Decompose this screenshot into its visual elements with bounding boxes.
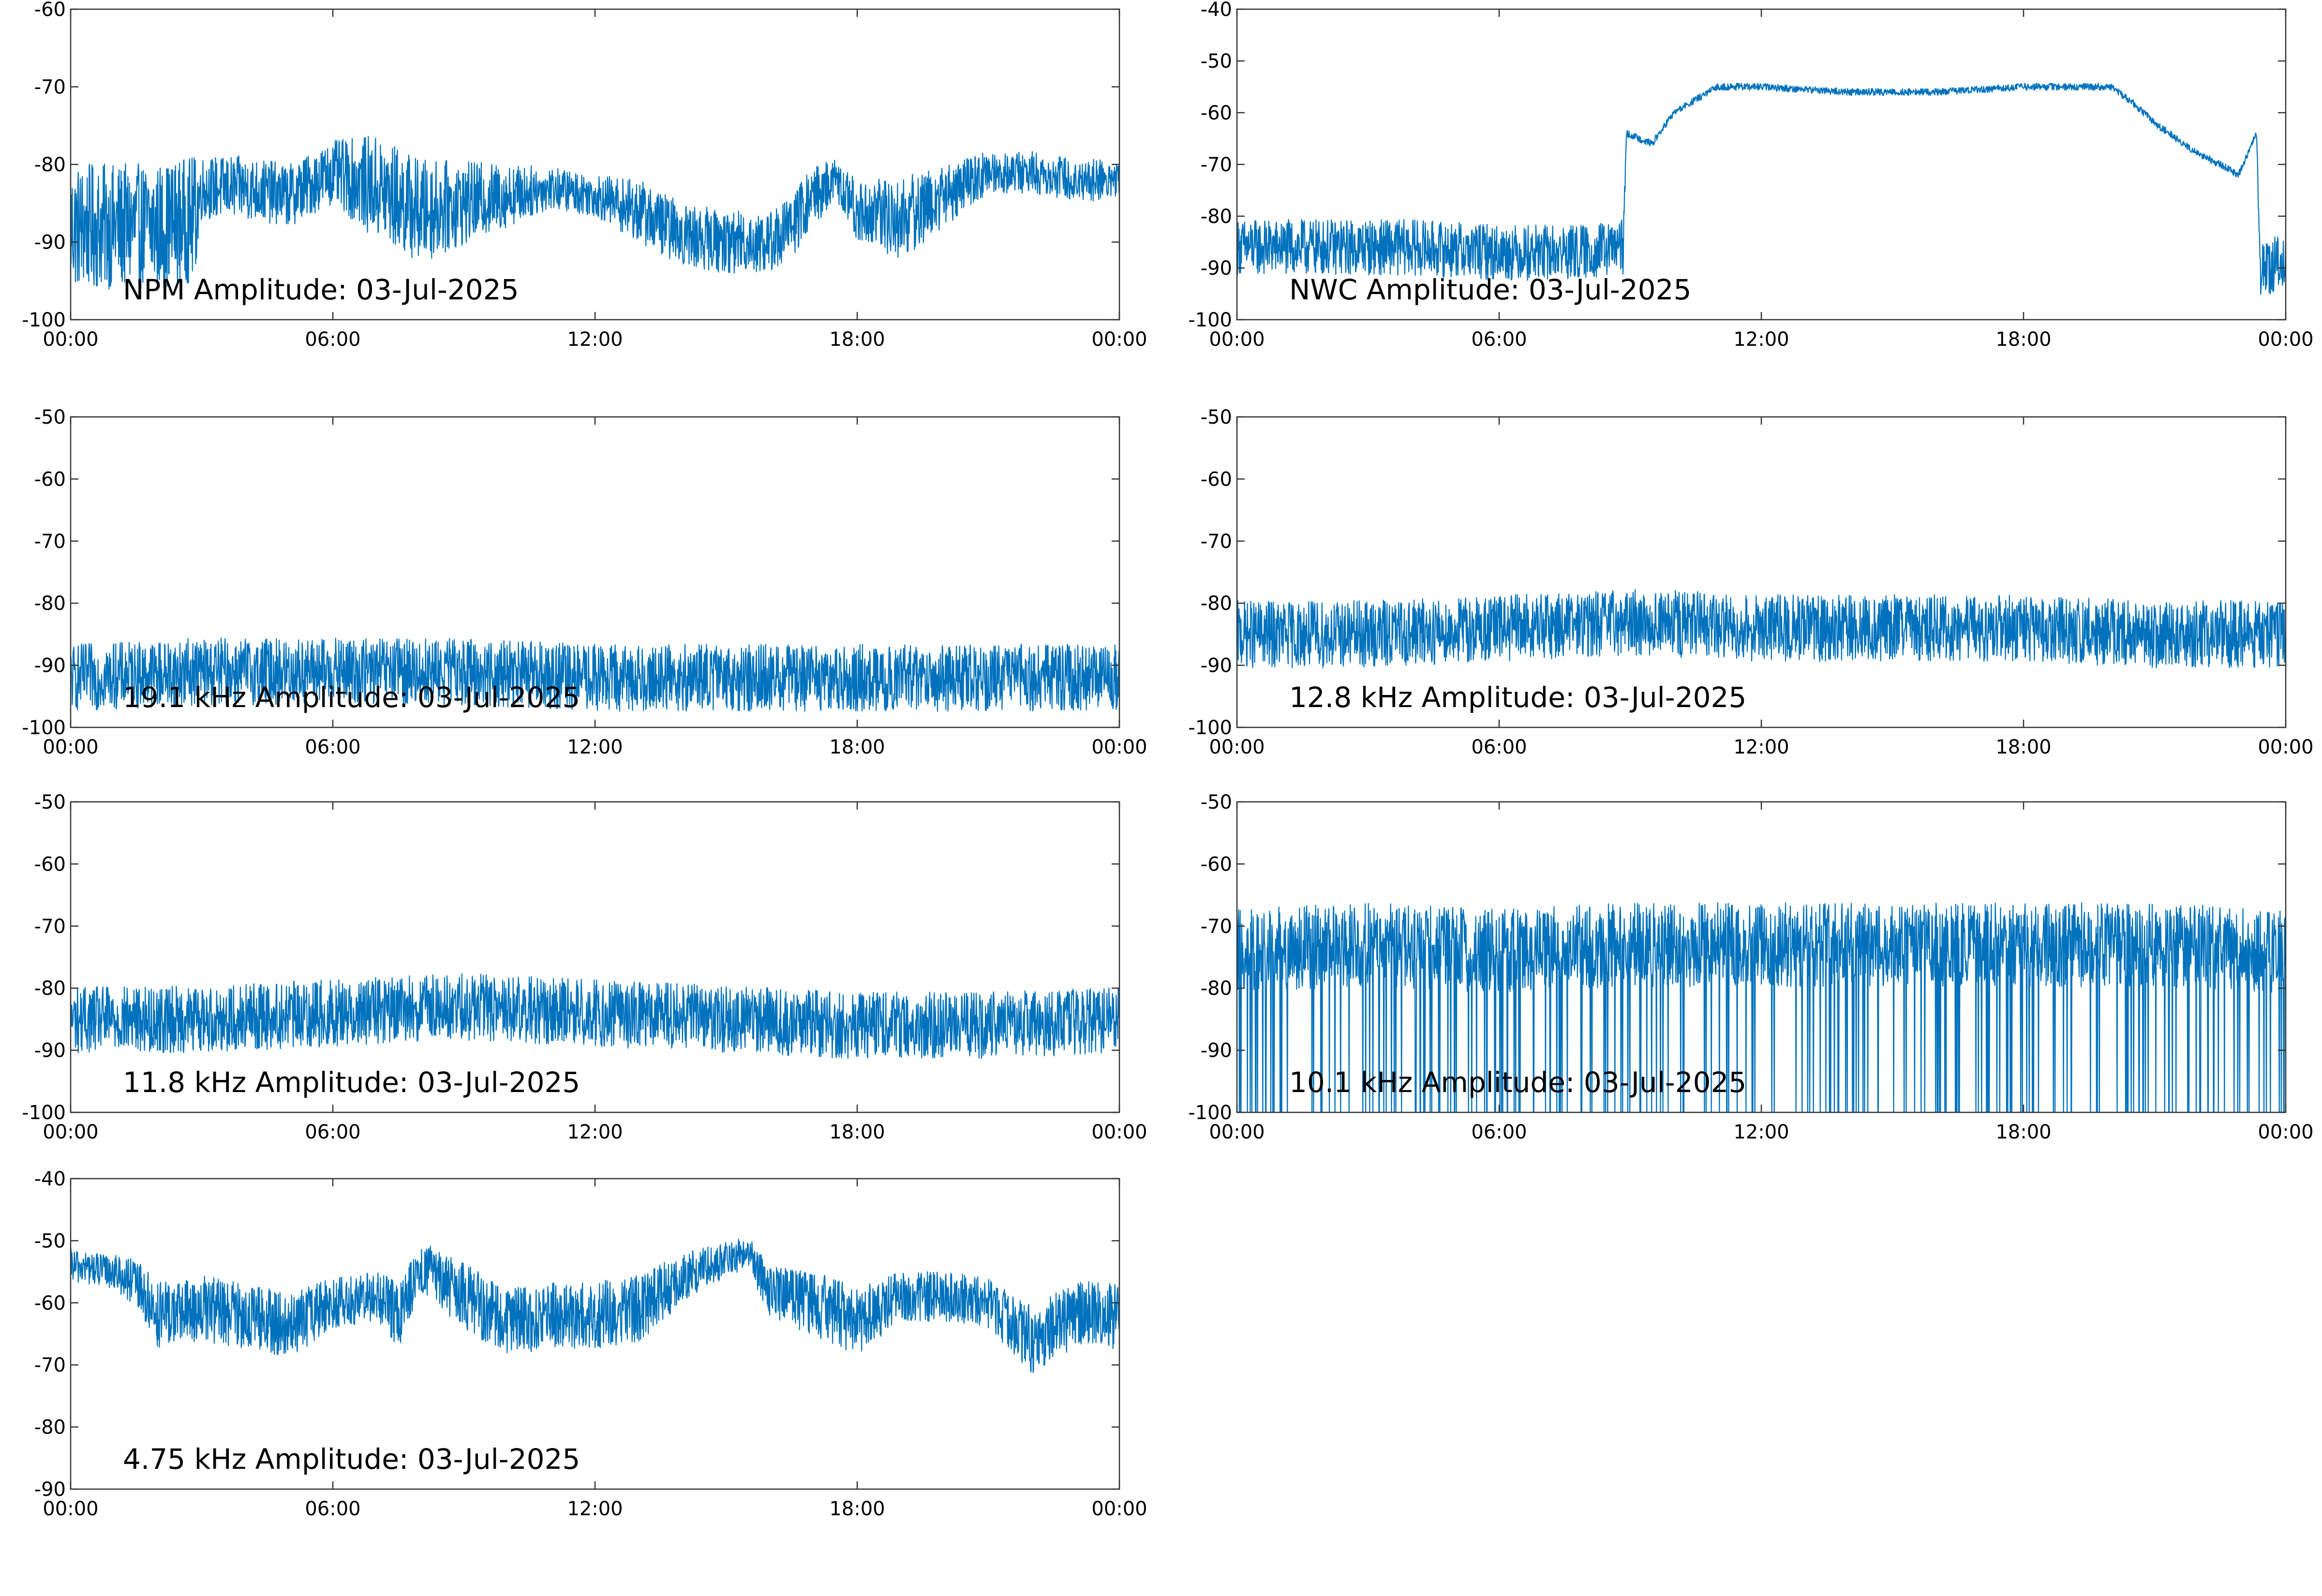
chart-panel-2: -100 -90 -80 -70 -60 -50 -40 00:00 06:00 12:00 18:…	[1188, 0, 2313, 351]
y-tick-label: -100	[22, 717, 66, 739]
y-tick-label: -70	[34, 916, 66, 938]
y-tick-label: -50	[1201, 406, 1232, 429]
y-tick-label: -40	[1201, 0, 1232, 21]
series-line	[1237, 83, 2286, 295]
chart-title: NPM Amplitude: 03-Jul-2025	[123, 273, 519, 306]
x-tick-label: 06:00	[305, 1498, 360, 1520]
y-tick-label: -80	[1201, 206, 1232, 228]
chart-title: 10.1 kHz Amplitude: 03-Jul-2025	[1289, 1066, 1746, 1099]
y-tick-label: -60	[1201, 468, 1232, 490]
y-tick-label: -100	[1188, 1102, 1232, 1124]
y-tick-label: -60	[34, 468, 66, 490]
y-tick-label: -90	[34, 655, 66, 677]
y-tick-label: -40	[34, 1168, 66, 1190]
y-tick-label: -60	[1201, 853, 1232, 875]
x-tick-label: 18:00	[829, 328, 885, 351]
x-tick-label: 18:00	[1995, 736, 2051, 758]
y-tick-label: -100	[1188, 309, 1232, 331]
x-tick-label: 00:00	[1091, 328, 1147, 351]
x-tick-label: 18:00	[829, 736, 885, 758]
y-tick-label: -50	[1201, 791, 1232, 813]
x-tick-label: 12:00	[567, 736, 623, 758]
x-tick-label: 00:00	[1091, 736, 1147, 758]
y-tick-label: -100	[1188, 717, 1232, 739]
y-tick-label: -80	[34, 154, 66, 176]
x-tick-label: 00:00	[1091, 1498, 1147, 1520]
x-tick-label: 06:00	[1471, 1121, 1527, 1143]
chart-panel-6: -100 -90 -80 -70 -60 -50 00:00 06:00 12:00 18:00 0…	[1188, 791, 2313, 1143]
x-tick-label: 12:00	[567, 328, 623, 351]
x-tick-label: 06:00	[1471, 328, 1527, 351]
chart-title: 11.8 kHz Amplitude: 03-Jul-2025	[123, 1066, 580, 1099]
x-tick-label: 18:00	[1995, 1121, 2051, 1143]
chart-panel-3: -100 -90 -80 -70 -60 -50 00:00 06:00 12:00 18:00 0…	[22, 406, 1147, 758]
chart-panel-1: -100 -90 -80 -70 -60 00:00 06:00 12:00 18:00 00:0…	[22, 0, 1147, 351]
series-line	[1237, 589, 2286, 668]
y-tick-label: -60	[34, 0, 66, 21]
x-tick-label: 12:00	[1733, 1121, 1789, 1143]
series-line	[71, 1239, 1119, 1373]
y-tick-label: -70	[1201, 531, 1232, 553]
x-tick-label: 00:00	[43, 1498, 98, 1520]
x-tick-label: 00:00	[1209, 1121, 1265, 1143]
x-tick-label: 18:00	[1995, 328, 2051, 351]
y-tick-label: -90	[34, 1040, 66, 1062]
chart-panel-4: -100 -90 -80 -70 -60 -50 00:00 06:00 12:00 18:00 0…	[1188, 406, 2313, 758]
x-tick-label: 00:00	[2258, 736, 2313, 758]
y-tick-label: -70	[1201, 154, 1232, 176]
y-tick-label: -90	[1201, 655, 1232, 677]
x-tick-label: 06:00	[305, 736, 360, 758]
chart-title: 19.1 kHz Amplitude: 03-Jul-2025	[123, 681, 580, 714]
x-tick-label: 12:00	[1733, 328, 1789, 351]
y-tick-label: -80	[34, 977, 66, 1000]
x-tick-label: 18:00	[829, 1121, 885, 1143]
y-tick-label: -60	[34, 1292, 66, 1315]
y-tick-label: -50	[34, 406, 66, 429]
y-tick-label: -80	[34, 592, 66, 615]
x-tick-label: 12:00	[567, 1498, 623, 1520]
series-line	[71, 136, 1119, 290]
x-tick-label: 18:00	[829, 1498, 885, 1520]
x-tick-label: 00:00	[43, 1121, 98, 1143]
x-tick-label: 12:00	[1733, 736, 1789, 758]
y-tick-label: -60	[34, 853, 66, 875]
x-tick-label: 00:00	[1091, 1121, 1147, 1143]
chart-panel-5: -100 -90 -80 -70 -60 -50 00:00 06:00 12:00 18:00 0…	[22, 791, 1147, 1143]
x-tick-label: 00:00	[43, 736, 98, 758]
x-tick-label: 06:00	[305, 1121, 360, 1143]
y-tick-label: -50	[34, 1230, 66, 1252]
chart-title: NWC Amplitude: 03-Jul-2025	[1289, 273, 1691, 306]
y-tick-label: -80	[34, 1417, 66, 1439]
y-tick-label: -70	[34, 531, 66, 553]
y-tick-label: -90	[34, 1478, 66, 1501]
y-tick-label: -100	[22, 1102, 66, 1124]
x-tick-label: 06:00	[1471, 736, 1527, 758]
y-tick-label: -90	[1201, 1040, 1232, 1062]
y-tick-label: -70	[1201, 916, 1232, 938]
x-tick-label: 00:00	[2258, 328, 2313, 351]
y-tick-label: -70	[34, 76, 66, 99]
y-tick-label: -70	[34, 1354, 66, 1376]
x-tick-label: 06:00	[305, 328, 360, 351]
y-tick-label: -80	[1201, 977, 1232, 1000]
y-tick-label: -50	[1201, 50, 1232, 73]
series-line	[71, 973, 1119, 1059]
chart-title: 4.75 kHz Amplitude: 03-Jul-2025	[123, 1443, 580, 1476]
x-tick-label: 12:00	[567, 1121, 623, 1143]
series-line	[71, 637, 1119, 712]
x-tick-label: 00:00	[1209, 736, 1265, 758]
y-tick-label: -80	[1201, 592, 1232, 615]
y-tick-label: -90	[1201, 257, 1232, 280]
x-tick-label: 00:00	[2258, 1121, 2313, 1143]
y-tick-label: -60	[1201, 102, 1232, 124]
chart-title: 12.8 kHz Amplitude: 03-Jul-2025	[1289, 681, 1746, 714]
series-line	[1237, 902, 2286, 1112]
x-tick-label: 00:00	[1209, 328, 1265, 351]
y-tick-label: -50	[34, 791, 66, 813]
chart-panel-7: -90 -80 -70 -60 -50 -40 00:00 06:00 12:00 18:00 00…	[34, 1168, 1147, 1520]
x-tick-label: 00:00	[43, 328, 98, 351]
y-tick-label: -90	[34, 232, 66, 254]
y-tick-label: -100	[22, 309, 66, 331]
